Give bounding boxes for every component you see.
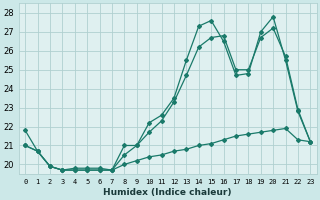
- X-axis label: Humidex (Indice chaleur): Humidex (Indice chaleur): [103, 188, 232, 197]
